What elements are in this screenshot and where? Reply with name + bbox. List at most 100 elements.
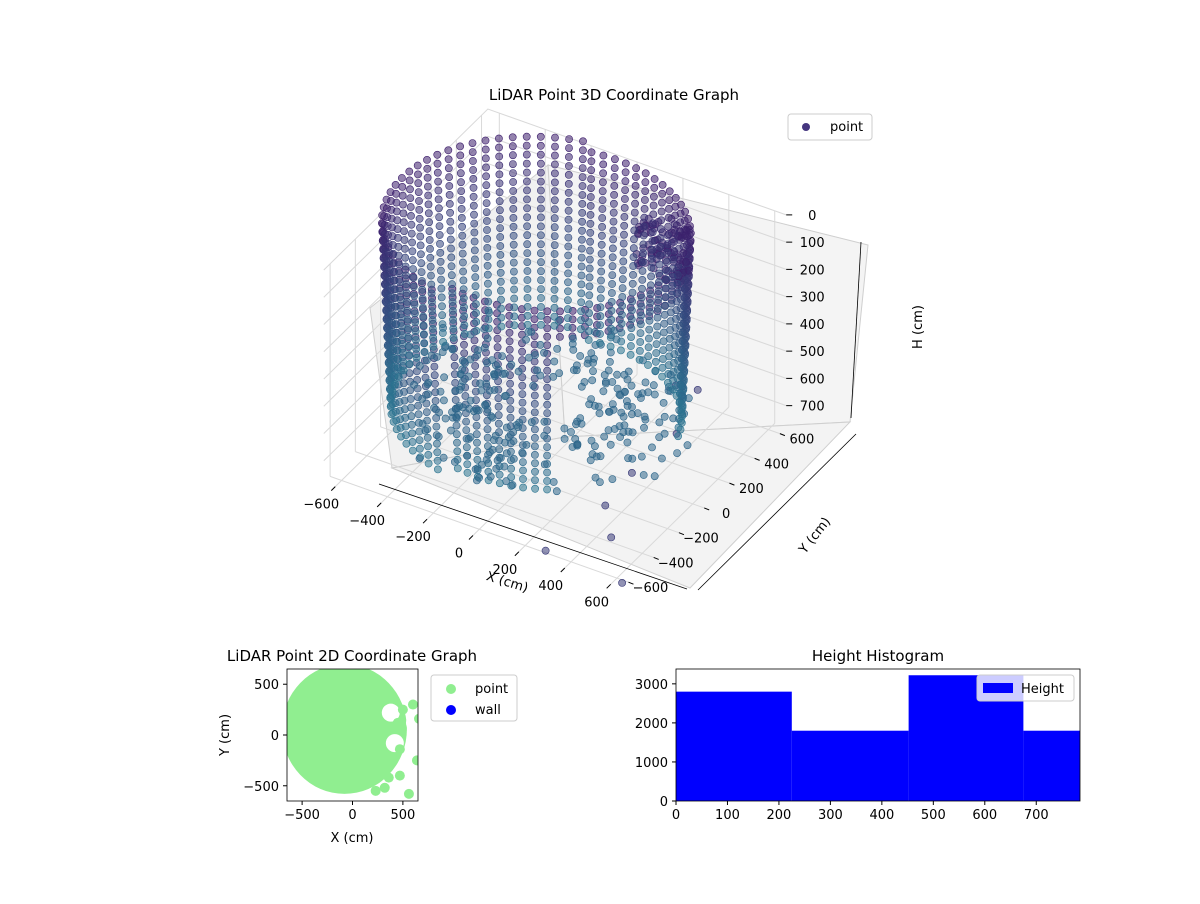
point-3d [608, 378, 617, 386]
point-3d [495, 188, 504, 197]
point-3d [395, 260, 403, 269]
z-tick-label-3d: 600 [800, 372, 825, 387]
point-2d [394, 744, 405, 755]
point-2d [370, 785, 381, 796]
point-3d [656, 242, 665, 251]
point-3d [508, 142, 517, 151]
y-tick-3d [703, 507, 710, 511]
point-3d [537, 285, 545, 293]
point-3d [602, 379, 610, 388]
point-3d [412, 344, 421, 353]
point-3d [458, 249, 467, 258]
point-3d [410, 380, 418, 389]
point-3d [567, 428, 575, 436]
point-3d [596, 294, 605, 303]
point-3d [483, 243, 492, 252]
point-3d [444, 164, 453, 173]
point-3d [416, 232, 425, 241]
point-3d [630, 217, 639, 226]
point-3d [638, 284, 646, 293]
point-3d [495, 152, 504, 161]
point-3d [411, 327, 420, 336]
point-3d [466, 433, 475, 442]
point-3d [423, 164, 432, 173]
point-3d [509, 178, 517, 186]
histogram-bars [676, 675, 1080, 801]
point-3d [630, 226, 639, 235]
x-tick-label-3d: 600 [584, 595, 609, 610]
point-3d [550, 187, 559, 196]
point-3d [630, 208, 639, 217]
point-3d [392, 207, 401, 216]
y-tick-3d [754, 457, 760, 461]
point-3d [550, 303, 559, 312]
point-3d [437, 293, 446, 302]
point-3d [472, 430, 481, 439]
point-3d [550, 259, 559, 267]
point-3d [600, 432, 609, 441]
point-3d [641, 196, 649, 204]
point-3d [453, 464, 462, 473]
point-3d [610, 199, 618, 208]
point-3d [445, 190, 454, 199]
point-3d [428, 324, 437, 333]
point-3d [645, 307, 654, 316]
point-3d [412, 353, 421, 362]
point-3d [466, 396, 475, 405]
point-3d [621, 195, 629, 203]
point-3d [665, 204, 673, 213]
point-3d [460, 349, 469, 358]
point-3d [537, 204, 545, 213]
point-3d [649, 210, 658, 219]
point-3d [421, 426, 430, 435]
point-3d [450, 353, 459, 362]
y-axis-label-2d: Y (cm) [218, 714, 233, 757]
point-3d [636, 329, 645, 337]
point-3d [459, 267, 467, 276]
point-3d [586, 228, 595, 237]
point-3d [537, 258, 545, 267]
point-3d [402, 439, 411, 448]
point-3d [406, 203, 415, 211]
point-3d [608, 253, 617, 262]
point-3d [434, 432, 443, 441]
point-3d [518, 390, 527, 398]
point-3d [419, 321, 428, 330]
point-3d [537, 249, 545, 258]
point-3d [496, 224, 504, 232]
point-3d [541, 546, 550, 555]
point-3d [495, 206, 504, 215]
point-3d [678, 412, 686, 421]
point-3d [587, 349, 596, 357]
y-tick-label-histogram: 2000 [635, 717, 668, 732]
point-3d [468, 157, 477, 165]
point-3d [414, 170, 422, 179]
point-3d [629, 262, 638, 270]
point-3d [608, 262, 617, 271]
point-3d [533, 366, 541, 375]
point-3d [494, 419, 503, 428]
point-3d [676, 425, 685, 434]
point-3d [585, 264, 594, 273]
point-3d [422, 356, 431, 365]
x-tick-label-histogram: 0 [672, 808, 680, 823]
point-3d [415, 454, 424, 463]
point-3d [494, 394, 503, 403]
point-3d [537, 231, 545, 240]
point-3d [551, 142, 559, 151]
point-3d [466, 355, 475, 364]
point-3d [564, 260, 573, 269]
point-3d [636, 320, 645, 329]
point-3d [621, 186, 629, 194]
point-3d [510, 285, 518, 294]
point-3d [416, 250, 425, 259]
point-3d [469, 174, 478, 183]
point-3d [599, 160, 608, 169]
histogram-title: Height Histogram [812, 647, 944, 665]
point-3d [576, 414, 585, 422]
point-3d [552, 487, 561, 496]
point-3d [463, 451, 472, 460]
point-3d [627, 324, 636, 333]
point-3d [509, 240, 518, 249]
x-tick-label-3d: 0 [455, 546, 463, 561]
